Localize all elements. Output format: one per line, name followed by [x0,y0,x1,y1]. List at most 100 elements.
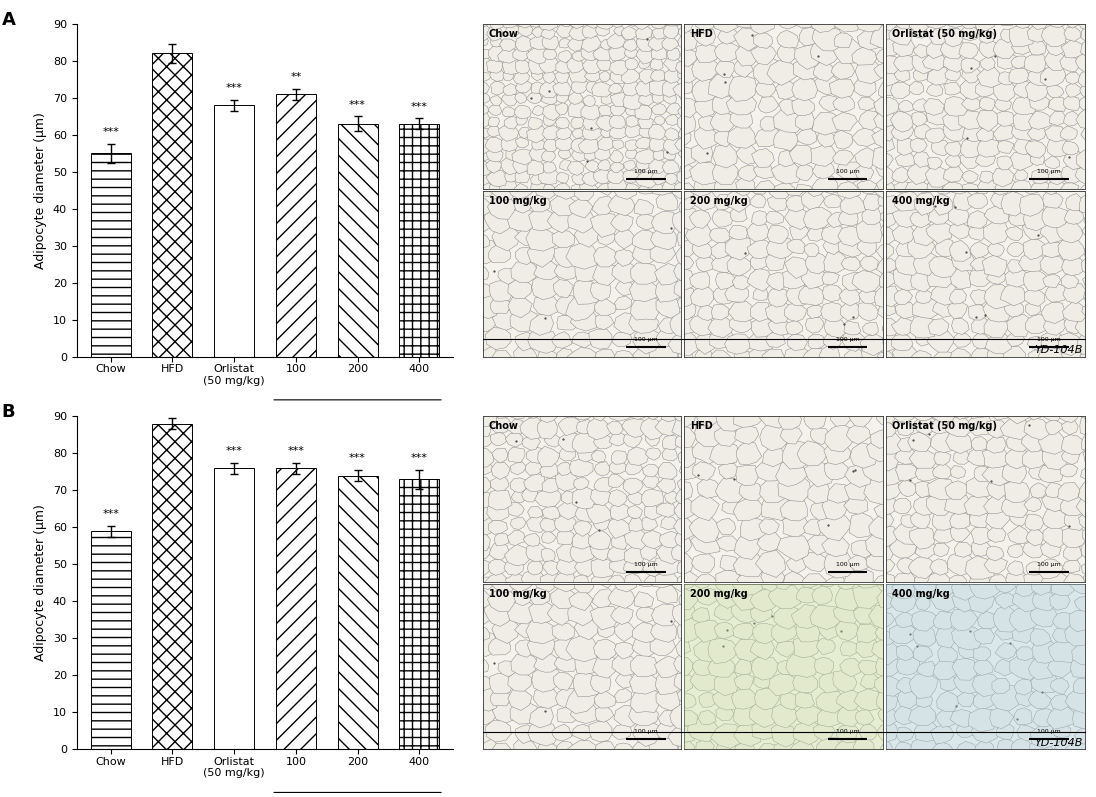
Polygon shape [1006,371,1029,390]
Polygon shape [1031,169,1050,184]
Polygon shape [997,112,1015,126]
Polygon shape [877,257,900,275]
Polygon shape [968,193,987,209]
Polygon shape [518,25,533,37]
Polygon shape [804,390,833,413]
Polygon shape [974,12,995,30]
Polygon shape [933,464,952,479]
Polygon shape [916,0,934,12]
Polygon shape [926,494,952,516]
Polygon shape [784,143,807,163]
Polygon shape [1016,581,1034,596]
Polygon shape [1040,541,1061,559]
Polygon shape [694,639,719,662]
Polygon shape [515,138,528,147]
Polygon shape [833,671,857,693]
Polygon shape [894,410,920,432]
Polygon shape [956,0,981,5]
Polygon shape [911,95,938,118]
Polygon shape [729,76,757,101]
Polygon shape [878,707,897,723]
Polygon shape [558,50,571,63]
Polygon shape [712,533,730,547]
Polygon shape [538,378,558,394]
Polygon shape [672,603,699,625]
Polygon shape [1061,126,1077,140]
Polygon shape [527,241,556,267]
Polygon shape [1094,625,1096,645]
Polygon shape [733,702,761,725]
Polygon shape [874,63,893,78]
Polygon shape [815,691,843,713]
Polygon shape [855,158,881,179]
Polygon shape [532,27,545,37]
Polygon shape [543,35,558,49]
Polygon shape [510,477,528,493]
Polygon shape [938,559,957,577]
Polygon shape [892,205,923,227]
Polygon shape [949,223,971,239]
Polygon shape [812,176,838,197]
Polygon shape [773,183,795,201]
Polygon shape [902,63,920,79]
Polygon shape [535,488,560,507]
Polygon shape [629,672,658,694]
Polygon shape [794,56,824,80]
Polygon shape [901,335,920,351]
Polygon shape [775,370,809,395]
Polygon shape [829,369,858,393]
Polygon shape [625,124,642,138]
Polygon shape [1078,70,1096,86]
Polygon shape [777,30,799,48]
Polygon shape [1027,163,1046,179]
Polygon shape [955,754,982,777]
Polygon shape [1031,671,1058,693]
Polygon shape [791,604,821,628]
Polygon shape [857,736,882,757]
Polygon shape [840,658,860,677]
Polygon shape [912,753,935,773]
Polygon shape [694,94,706,106]
Text: ***: *** [102,128,119,137]
Polygon shape [1009,0,1031,17]
Polygon shape [689,1,708,15]
Polygon shape [560,159,573,171]
Polygon shape [665,425,696,448]
Polygon shape [556,60,574,73]
Polygon shape [670,312,700,338]
Polygon shape [591,558,616,578]
Polygon shape [757,402,791,428]
Polygon shape [769,194,796,217]
Polygon shape [854,677,880,697]
Polygon shape [812,112,843,135]
Polygon shape [783,442,812,469]
Polygon shape [527,159,544,175]
Polygon shape [894,272,916,289]
Polygon shape [452,653,472,673]
Polygon shape [880,270,903,290]
Polygon shape [475,477,491,493]
Polygon shape [907,432,932,452]
Polygon shape [632,740,658,760]
Polygon shape [517,163,536,180]
Polygon shape [1044,483,1065,498]
Polygon shape [785,304,807,321]
Polygon shape [890,361,914,379]
Polygon shape [614,743,635,762]
Polygon shape [1080,181,1096,194]
Polygon shape [932,400,958,422]
Polygon shape [882,334,901,347]
Polygon shape [627,492,643,505]
Polygon shape [1046,1,1063,14]
Polygon shape [927,266,952,288]
Polygon shape [841,166,858,180]
Polygon shape [662,160,680,174]
Polygon shape [636,48,654,64]
Polygon shape [894,571,915,587]
Polygon shape [986,437,1006,453]
Polygon shape [689,516,720,543]
Polygon shape [859,145,883,168]
Polygon shape [915,253,940,275]
Polygon shape [632,328,661,354]
Polygon shape [824,551,856,578]
